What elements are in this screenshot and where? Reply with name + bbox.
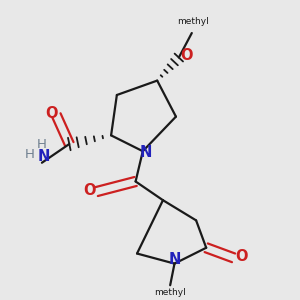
Text: H: H xyxy=(37,138,47,152)
Text: N: N xyxy=(168,252,181,267)
Text: O: O xyxy=(181,48,193,63)
Text: methyl: methyl xyxy=(177,17,209,26)
Text: O: O xyxy=(45,106,57,121)
Text: methyl: methyl xyxy=(154,287,186,296)
Text: H: H xyxy=(25,148,35,160)
Text: O: O xyxy=(236,249,248,264)
Text: N: N xyxy=(140,145,152,160)
Text: N: N xyxy=(37,149,50,164)
Text: O: O xyxy=(83,183,96,198)
